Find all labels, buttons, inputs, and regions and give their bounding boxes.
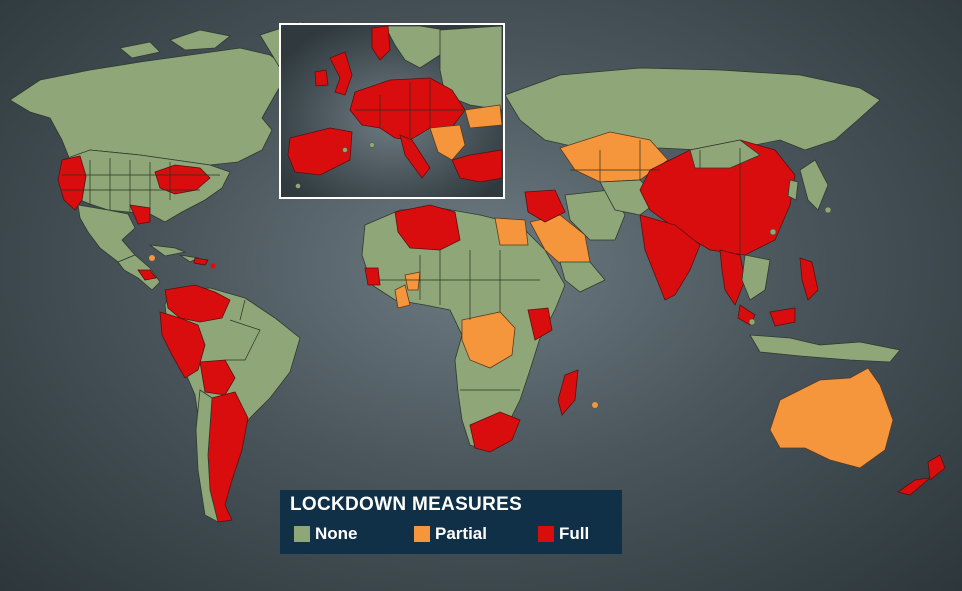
argentina <box>207 391 249 523</box>
arctic-islands <box>119 29 231 59</box>
arabian-peninsula <box>559 261 606 293</box>
us-south <box>129 204 151 225</box>
philippines <box>799 257 819 301</box>
north-america <box>9 21 331 291</box>
balkans-partial-inset <box>429 124 466 161</box>
island-dots <box>149 206 832 408</box>
central-america <box>117 254 161 291</box>
ukraine-partial-inset <box>464 104 503 129</box>
indonesia <box>749 334 901 363</box>
australia <box>769 367 894 469</box>
europe-inset <box>279 23 505 199</box>
legend-title: LOCKDOWN MEASURES <box>290 494 523 515</box>
algeria-libya <box>394 204 461 251</box>
mongolia <box>689 139 761 169</box>
south-america <box>159 284 301 523</box>
japan-korea <box>787 159 829 211</box>
legend-swatch-partial <box>414 526 430 542</box>
thailand-myanmar <box>719 249 746 306</box>
mexico <box>77 204 136 263</box>
legend-label-partial: Partial <box>435 524 487 543</box>
egypt <box>494 217 529 246</box>
new-zealand <box>897 454 946 496</box>
malaysia <box>737 304 796 327</box>
eastern-europe-inset <box>439 25 503 111</box>
norway-inset <box>371 25 391 61</box>
greece-turkey-inset <box>451 149 503 183</box>
africa <box>361 204 579 453</box>
madagascar <box>557 369 579 416</box>
central-america-full <box>137 269 157 281</box>
dr-congo <box>461 311 516 369</box>
canada-region <box>9 47 291 166</box>
ghana-togo <box>394 271 421 309</box>
chile <box>195 389 219 523</box>
scandinavia-inset <box>384 25 446 69</box>
italy-inset <box>399 134 431 179</box>
west-africa-full <box>364 267 381 286</box>
legend-swatch-none <box>294 526 310 542</box>
southeast-asia <box>741 254 771 301</box>
bolivia <box>199 359 236 396</box>
south-africa <box>469 411 521 453</box>
us-northeast <box>154 164 211 195</box>
india <box>639 214 701 301</box>
legend-swatch-full <box>538 526 554 542</box>
kenya <box>527 307 553 341</box>
legend-item-partial: Partial <box>414 524 487 544</box>
legend-item-full: Full <box>538 524 589 544</box>
caribbean <box>148 244 200 263</box>
russia <box>504 67 881 151</box>
legend-label-full: Full <box>559 524 590 543</box>
caribbean-full <box>193 257 209 266</box>
legend: LOCKDOWN MEASURES None Partial Full <box>280 490 622 554</box>
oceania <box>769 367 946 496</box>
us-west-coast <box>57 155 87 211</box>
peru-ecuador <box>159 311 206 379</box>
colombia-venezuela <box>164 284 231 323</box>
uk-ireland-inset <box>314 51 353 96</box>
legend-item-none: None <box>294 524 358 544</box>
iraq-syria <box>524 189 566 223</box>
asia <box>504 67 901 363</box>
legend-label-none: None <box>315 524 358 543</box>
iberia-inset <box>287 127 353 176</box>
